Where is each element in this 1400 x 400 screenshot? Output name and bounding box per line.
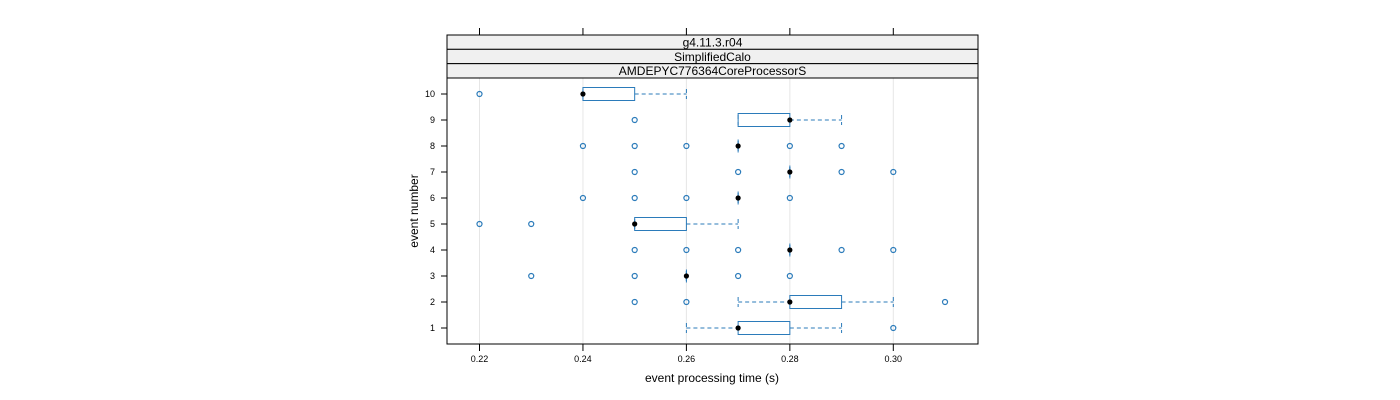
x-tick-label-4: 0.30 bbox=[885, 354, 903, 364]
box-event-1 bbox=[685, 321, 897, 335]
outlier-7-3 bbox=[890, 168, 897, 176]
box-event-2 bbox=[631, 295, 949, 309]
box-2 bbox=[789, 295, 843, 309]
x-tick-label-3: 0.28 bbox=[781, 354, 799, 364]
y-tick-label-2: 3 bbox=[430, 271, 435, 281]
box-series bbox=[476, 87, 949, 335]
x-tick-label-2: 0.26 bbox=[678, 354, 696, 364]
median-3 bbox=[683, 273, 690, 279]
top-axis-ticks bbox=[479, 28, 894, 35]
median-9 bbox=[787, 117, 793, 123]
outlier-6-3 bbox=[786, 194, 793, 202]
outlier-6-0 bbox=[579, 194, 587, 202]
outlier-8-4 bbox=[838, 142, 845, 150]
median-1 bbox=[735, 325, 741, 331]
y-axis-title: event number bbox=[407, 174, 421, 247]
box-10 bbox=[582, 87, 636, 101]
outlier-7-1 bbox=[735, 168, 742, 176]
x-tick-label-0: 0.22 bbox=[471, 354, 489, 364]
x-axis-title: event processing time (s) bbox=[645, 371, 779, 385]
outlier-9-0 bbox=[631, 116, 638, 124]
outlier-4-1 bbox=[683, 246, 690, 254]
median-10 bbox=[580, 91, 586, 97]
outlier-4-3 bbox=[838, 246, 845, 254]
outlier-7-2 bbox=[838, 168, 845, 176]
outlier-2-0 bbox=[631, 298, 638, 306]
outlier-3-2 bbox=[735, 272, 742, 280]
x-axis: 0.22 0.24 0.26 0.28 0.30 bbox=[471, 344, 902, 364]
outlier-10-0 bbox=[476, 90, 483, 98]
outlier-1-0 bbox=[890, 324, 897, 332]
outlier-4-0 bbox=[631, 246, 638, 254]
strip-label-2: AMDEPYC776364CoreProcessorS bbox=[619, 64, 806, 78]
median-2 bbox=[787, 299, 793, 305]
y-tick-label-1: 2 bbox=[430, 297, 435, 307]
box-event-5 bbox=[476, 217, 739, 231]
outlier-2-2 bbox=[941, 298, 949, 306]
box-event-4 bbox=[631, 243, 897, 257]
box-1 bbox=[737, 321, 791, 335]
median-6 bbox=[735, 195, 741, 201]
box-5 bbox=[634, 217, 687, 231]
outlier-7-0 bbox=[631, 168, 638, 176]
median-8 bbox=[735, 143, 741, 149]
box-event-7 bbox=[631, 165, 897, 179]
outlier-5-0 bbox=[476, 220, 483, 228]
outlier-3-3 bbox=[786, 272, 793, 280]
y-tick-label-7: 8 bbox=[430, 141, 435, 151]
strip-label-0: g4.11.3.r04 bbox=[683, 36, 743, 50]
outlier-6-2 bbox=[683, 194, 690, 202]
median-4 bbox=[787, 247, 793, 253]
box-9 bbox=[737, 113, 791, 127]
outlier-4-4 bbox=[890, 246, 897, 254]
box-event-8 bbox=[579, 139, 845, 153]
outlier-4-2 bbox=[735, 246, 742, 254]
y-tick-label-5: 6 bbox=[430, 193, 435, 203]
x-tick-label-1: 0.24 bbox=[574, 354, 592, 364]
outlier-8-2 bbox=[683, 142, 690, 150]
box-event-9 bbox=[631, 113, 843, 127]
y-tick-label-4: 5 bbox=[430, 219, 435, 229]
median-5 bbox=[632, 221, 638, 227]
box-event-10 bbox=[476, 87, 687, 101]
strip-headers: g4.11.3.r04SimplifiedCaloAMDEPYC776364Co… bbox=[446, 34, 979, 79]
outlier-5-1 bbox=[528, 220, 535, 228]
median-7 bbox=[787, 169, 793, 175]
y-tick-label-9: 10 bbox=[425, 89, 435, 99]
outlier-8-1 bbox=[631, 142, 638, 150]
outlier-3-1 bbox=[631, 272, 638, 280]
outlier-8-0 bbox=[579, 142, 587, 150]
box-event-3 bbox=[528, 269, 793, 283]
y-tick-label-0: 1 bbox=[430, 323, 435, 333]
strip-label-1: SimplifiedCalo bbox=[674, 50, 751, 64]
box-event-6 bbox=[579, 191, 793, 205]
outlier-3-0 bbox=[528, 272, 535, 280]
outlier-2-1 bbox=[683, 298, 690, 306]
plot-panel bbox=[446, 77, 979, 345]
y-tick-label-3: 4 bbox=[430, 245, 435, 255]
y-tick-label-6: 7 bbox=[430, 167, 435, 177]
outlier-6-1 bbox=[631, 194, 638, 202]
y-axis: 1 2 3 4 5 6 7 8 9 10 bbox=[425, 89, 447, 333]
y-tick-label-8: 9 bbox=[430, 115, 435, 125]
outlier-8-3 bbox=[786, 142, 793, 150]
